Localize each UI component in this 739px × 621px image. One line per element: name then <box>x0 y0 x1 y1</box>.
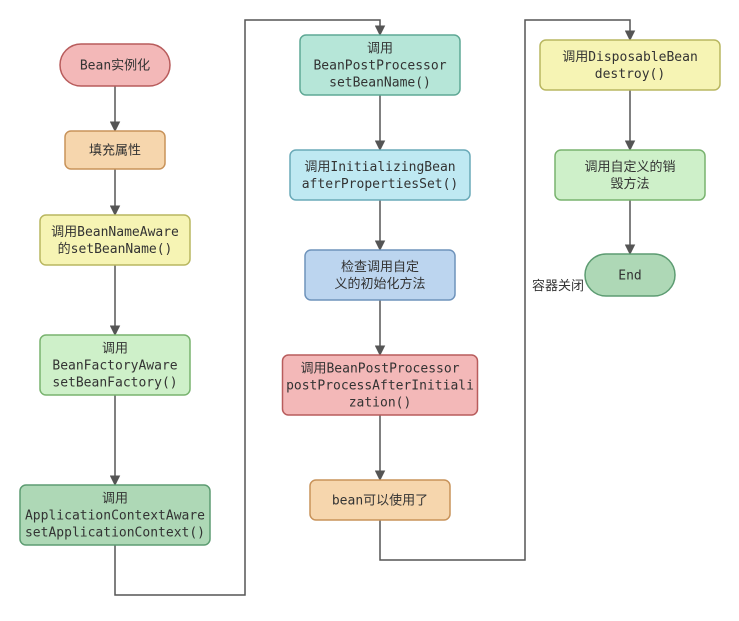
node-text-line: 调用 <box>102 342 128 357</box>
node-n2: 填充属性 <box>65 131 165 169</box>
node-text-line: 调用 <box>367 42 393 57</box>
node-text-line: 调用 <box>102 492 128 507</box>
node-text-line: BeanFactoryAware <box>52 359 177 374</box>
node-text-line: postProcessAfterInitiali <box>286 379 474 394</box>
node-n4: 调用 BeanFactoryAware setBeanFactory() <box>40 335 190 395</box>
node-text-line: 毁方法 <box>610 176 649 192</box>
node-n7: 调用InitializingBean afterPropertiesSet() <box>290 150 470 200</box>
node-box <box>555 150 705 200</box>
node-text-line: 调用BeanNameAware <box>51 225 179 240</box>
node-text-line: 填充属性 <box>89 143 141 159</box>
node-text-line: 检查调用自定 <box>341 260 419 275</box>
node-box <box>290 150 470 200</box>
node-n12: 调用自定义的销毁方法 <box>555 150 705 200</box>
node-n6: 调用 BeanPostProcessor setBeanName() <box>300 35 460 95</box>
node-box <box>40 215 190 265</box>
node-n10: bean可以使用了 <box>310 480 450 520</box>
node-text-line: setApplicationContext() <box>25 526 205 541</box>
node-box <box>540 40 720 90</box>
node-text-line: 调用InitializingBean <box>304 160 455 175</box>
node-text-line: destroy() <box>595 67 665 82</box>
node-text-line: zation() <box>349 396 412 411</box>
node-text-line: bean可以使用了 <box>332 493 428 509</box>
edge-label: 容器关闭 <box>532 278 584 294</box>
node-box <box>305 250 455 300</box>
node-n5: 调用 ApplicationContextAware setApplicationC… <box>20 485 210 545</box>
node-text-line: BeanPostProcessor <box>313 59 446 74</box>
nodes-layer: Bean实例化填充属性调用BeanNameAware的setBeanName()… <box>20 35 720 545</box>
node-n13: End <box>585 254 675 296</box>
node-n1: Bean实例化 <box>60 44 170 86</box>
node-text-line: 调用BeanPostProcessor <box>300 362 459 377</box>
node-text-line: 义的初始化方法 <box>334 276 425 292</box>
node-text-line: setBeanFactory() <box>52 376 177 391</box>
node-text-line: 调用自定义的销 <box>584 159 675 175</box>
node-n3: 调用BeanNameAware的setBeanName() <box>40 215 190 265</box>
node-text-line: 调用DisposableBean <box>562 50 698 65</box>
node-n8: 检查调用自定义的初始化方法 <box>305 250 455 300</box>
flowchart-canvas: 容器关闭Bean实例化填充属性调用BeanNameAware的setBeanNa… <box>0 0 739 621</box>
node-text-line: Bean实例化 <box>80 59 150 74</box>
node-text-line: 的setBeanName() <box>58 241 173 257</box>
node-text-line: ApplicationContextAware <box>25 509 205 524</box>
node-n11: 调用DisposableBean destroy() <box>540 40 720 90</box>
node-n9: 调用BeanPostProcessor postProcessAfterIniti… <box>283 355 478 415</box>
node-text-line: afterPropertiesSet() <box>302 177 459 192</box>
node-text-line: End <box>618 269 641 284</box>
node-text-line: setBeanName() <box>329 76 431 91</box>
